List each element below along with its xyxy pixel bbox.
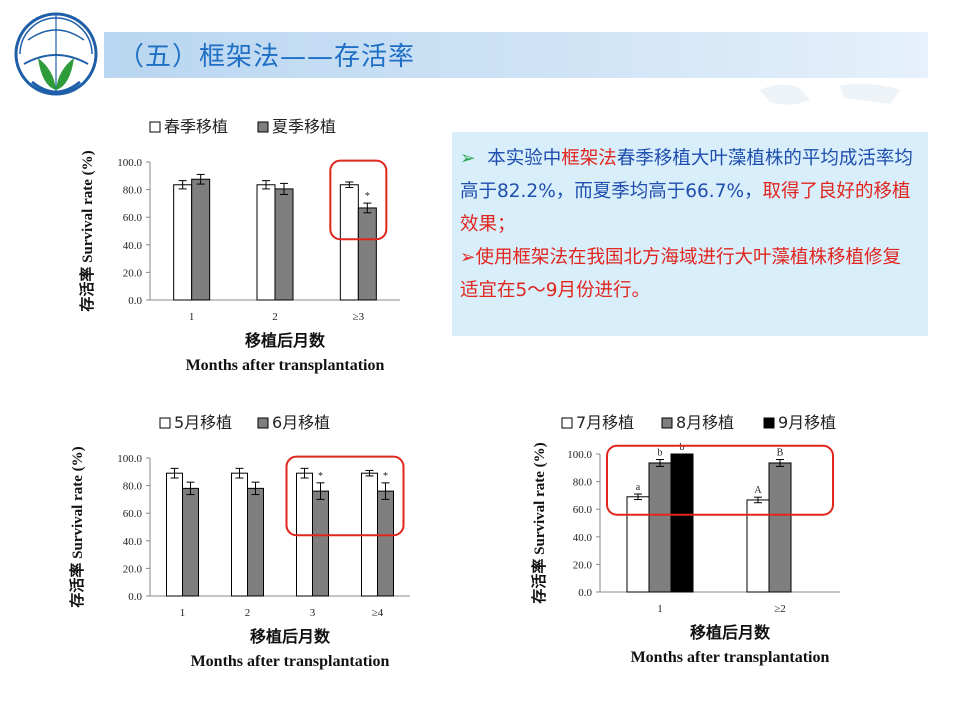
bar (191, 178, 211, 301)
y-tick-label: 80.0 (123, 185, 143, 197)
y-tick-label: 0.0 (578, 587, 592, 599)
bullet-arrow-icon: ➢ (460, 148, 476, 169)
legend-label: 6月移植 (272, 413, 330, 432)
y-tick-label: 20.0 (123, 563, 143, 575)
y-tick-label: 80.0 (573, 477, 593, 489)
significance-label: b (680, 442, 685, 453)
chart-jul-aug-sep: 0.0 20.0 40.0 60.0 80.0 100.0 存活率 Survival rat… (530, 413, 840, 666)
bar (648, 462, 672, 593)
legend-label: 春季移植 (164, 117, 228, 136)
chart-spring-summer: 0.0 20.0 40.0 60.0 80.0 100.0 存活率 Survival rat… (78, 117, 400, 374)
bar (173, 184, 193, 301)
bar (312, 490, 329, 597)
x-tick-label: 1 (657, 603, 663, 615)
y-tick-label: 40.0 (573, 532, 593, 544)
y-tick-label: 20.0 (123, 267, 143, 279)
y-tick-label: 60.0 (573, 504, 593, 516)
legend-swatch (257, 417, 269, 429)
bar (274, 188, 294, 301)
slide-title: （五）框架法——存活率 (118, 42, 416, 72)
y-axis-label: 存活率 Survival rate (%) (530, 442, 548, 603)
significance-label: B (777, 448, 784, 459)
significance-label: a (636, 482, 641, 493)
y-tick-label: 100.0 (567, 449, 592, 461)
x-tick-label: 3 (310, 607, 316, 619)
bullet-arrow-icon: ➢ (460, 247, 476, 268)
bar (182, 487, 199, 597)
highlight-box (285, 455, 405, 537)
x-tick-label: ≥2 (774, 603, 786, 615)
summary-paragraph-2: ➢使用框架法在我国北方海域进行大叶藻植株移植修复适宜在5～9月份进行。 (460, 247, 902, 301)
map-watermark (760, 83, 900, 105)
x-tick-label: 1 (180, 607, 186, 619)
legend-swatch (149, 121, 161, 133)
legend-swatch (763, 417, 775, 429)
significance-label: b (658, 448, 663, 459)
y-tick-label: 0.0 (128, 591, 142, 603)
legend-swatch (661, 417, 673, 429)
summary-callout: ➢ 本实验中框架法春季移植大叶藻植株的平均成活率均高于82.2%，而夏季均高于6… (452, 132, 928, 336)
significance-label: A (754, 485, 762, 496)
institution-logo (14, 12, 98, 96)
x-axis-label-en: Months after transplantation (191, 653, 390, 670)
y-tick-label: 60.0 (123, 508, 143, 520)
x-axis-label-cn: 移植后月数 (690, 623, 771, 642)
x-axis-label-cn: 移植后月数 (245, 331, 326, 350)
x-tick-label: ≥4 (372, 607, 384, 619)
bar (256, 184, 276, 301)
y-axis-label: 存活率 Survival rate (%) (78, 150, 96, 311)
x-axis-label-cn: 移植后月数 (250, 627, 331, 646)
x-axis-label-en: Months after transplantation (631, 649, 830, 666)
y-axis-label: 存活率 Survival rate (%) (68, 446, 86, 607)
bar (626, 496, 650, 593)
bar (357, 207, 377, 301)
x-tick-label: ≥3 (353, 311, 365, 323)
x-tick-label: 2 (245, 607, 251, 619)
y-tick-label: 100.0 (117, 157, 142, 169)
y-tick-label: 40.0 (123, 536, 143, 548)
legend-label: 5月移植 (174, 413, 232, 432)
y-tick-label: 20.0 (573, 559, 593, 571)
x-tick-label: 2 (272, 311, 278, 323)
y-tick-label: 100.0 (117, 453, 142, 465)
legend-label: 8月移植 (676, 413, 734, 432)
chart-may-june: 0.0 20.0 40.0 60.0 80.0 100.0 存活率 Survival rat… (68, 413, 410, 670)
x-axis-label-en: Months after transplantation (186, 357, 385, 374)
significance-label: * (383, 471, 388, 482)
bar (377, 490, 394, 597)
significance-label: * (318, 471, 323, 482)
y-tick-label: 60.0 (123, 212, 143, 224)
bar (231, 472, 248, 597)
y-tick-label: 80.0 (123, 481, 143, 493)
bar (339, 184, 359, 301)
legend-label: 7月移植 (576, 413, 634, 432)
highlight-box (329, 159, 388, 241)
legend-swatch (561, 417, 573, 429)
bar (768, 462, 792, 593)
legend-label: 夏季移植 (272, 117, 336, 136)
summary-paragraph-1: ➢ 本实验中框架法春季移植大叶藻植株的平均成活率均高于82.2%，而夏季均高于6… (460, 148, 913, 235)
title-bar (104, 32, 928, 78)
bar (670, 453, 694, 593)
legend-swatch (159, 417, 171, 429)
y-tick-label: 0.0 (128, 295, 142, 307)
x-tick-label: 1 (189, 311, 195, 323)
legend-swatch (257, 121, 269, 133)
y-tick-label: 40.0 (123, 240, 143, 252)
significance-label: * (365, 191, 370, 202)
bar (166, 472, 183, 597)
bar (247, 487, 264, 597)
legend-label: 9月移植 (778, 413, 836, 432)
highlight-box (606, 444, 834, 516)
